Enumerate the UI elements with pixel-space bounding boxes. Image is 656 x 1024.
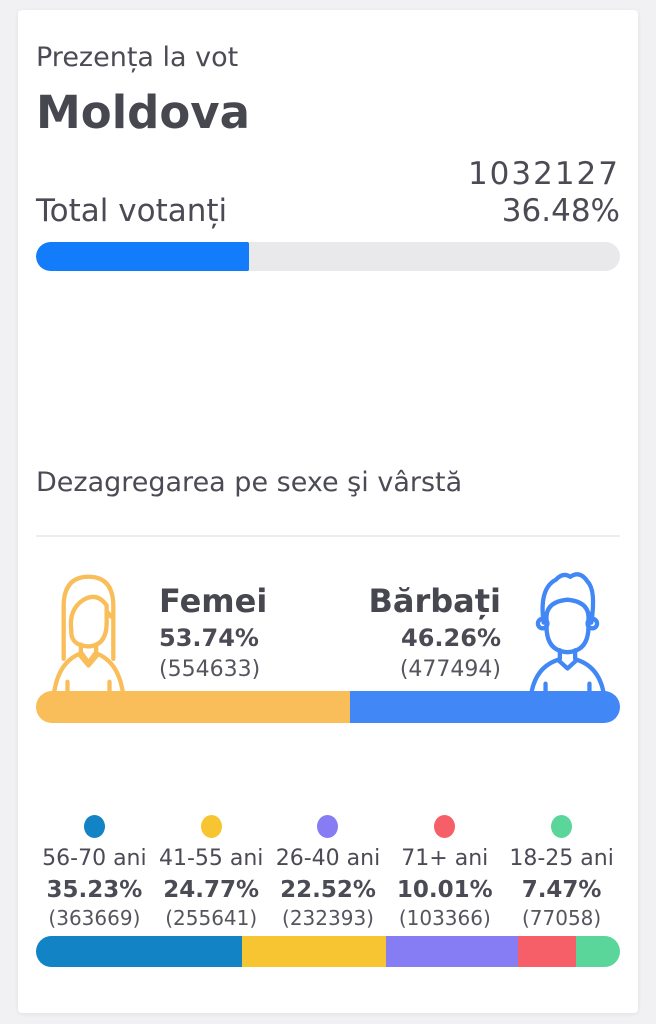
female-label: Femei: [159, 582, 268, 620]
age-bar-segment: [36, 936, 242, 967]
age-group-item: 26-40 ani 22.52% (232393): [270, 815, 387, 930]
turnout-count: 1032127: [467, 156, 620, 192]
demographics-heading: Dezagregarea pe sexe şi vârstă: [36, 467, 463, 498]
female-icon: [51, 574, 126, 705]
age-group-item: 41-55 ani 24.77% (255641): [153, 815, 270, 930]
turnout-percent: 36.48%: [501, 193, 620, 229]
age-legend: 56-70 ani 35.23% (363669) 41-55 ani 24.7…: [36, 815, 620, 930]
age-label: 71+ ani: [401, 846, 489, 871]
age-dot: [83, 815, 105, 838]
age-stacked-bar: [36, 936, 620, 967]
section-divider: [36, 535, 620, 537]
page-title: Prezența la vot: [36, 42, 239, 73]
turnout-figures: 1032127 36.48%: [468, 156, 620, 230]
age-bar-segment: [517, 936, 577, 967]
age-dot: [317, 815, 339, 838]
turnout-label: Total votanți: [36, 193, 228, 229]
male-stats: Bărbați 46.26% (477494): [368, 561, 501, 685]
age-label: 56-70 ani: [42, 846, 147, 871]
gender-bar-female-segment: [36, 691, 350, 723]
age-dot: [434, 815, 456, 838]
age-count: (363669): [48, 906, 141, 930]
age-percent: 24.77%: [163, 877, 260, 903]
age-percent: 22.52%: [280, 877, 376, 903]
male-label: Bărbați: [368, 582, 501, 620]
male-icon: [528, 572, 607, 705]
male-count: (477494): [399, 657, 501, 682]
age-percent: 35.23%: [46, 877, 143, 903]
gender-bar: [36, 691, 620, 723]
female-count: (554633): [159, 657, 261, 682]
age-dot: [551, 815, 573, 838]
turnout-progress-fill: [36, 242, 250, 271]
age-group-item: 71+ ani 10.01% (103366): [386, 815, 503, 930]
age-label: 18-25 ani: [509, 846, 614, 871]
age-bar-segment: [386, 936, 518, 967]
age-group-item: 18-25 ani 7.47% (77058): [503, 815, 620, 930]
age-dot: [200, 815, 222, 838]
age-count: (232393): [282, 906, 374, 930]
age-count: (255641): [165, 906, 258, 930]
female-percent: 53.74%: [159, 624, 259, 652]
turnout-card: Prezența la vot Moldova Total votanți 10…: [18, 10, 638, 1013]
age-percent: 7.47%: [521, 877, 602, 903]
age-label: 41-55 ani: [158, 846, 264, 871]
turnout-summary: Total votanți 1032127 36.48%: [36, 156, 620, 230]
female-stats: Femei 53.74% (554633): [159, 561, 267, 685]
turnout-progressbar: [36, 242, 620, 271]
age-count: (77058): [521, 906, 602, 930]
age-label: 26-40 ani: [275, 846, 381, 871]
region-title: Moldova: [36, 86, 250, 139]
gender-bar-male-segment: [349, 691, 620, 723]
age-count: (103366): [398, 906, 491, 930]
age-group-item: 56-70 ani 35.23% (363669): [36, 815, 153, 930]
age-percent: 10.01%: [396, 877, 493, 903]
age-bar-segment: [241, 936, 387, 967]
gender-section: Femei 53.74% (554633) Bărbați 46.26% (47…: [36, 561, 620, 709]
male-percent: 46.26%: [401, 624, 501, 652]
age-bar-segment: [576, 936, 620, 967]
